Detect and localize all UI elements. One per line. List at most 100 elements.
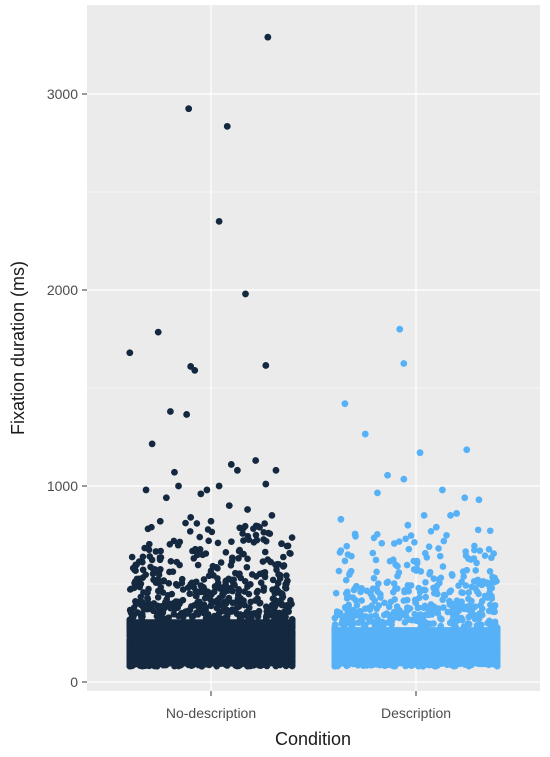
data-point: [400, 360, 408, 367]
data-point: [223, 662, 231, 669]
data-point: [261, 572, 269, 580]
data-point: [407, 532, 415, 539]
data-point: [373, 568, 380, 576]
data-point: [228, 538, 235, 545]
data-point: [261, 548, 269, 556]
data-point: [436, 552, 444, 560]
data-point: [148, 556, 156, 564]
data-point: [194, 551, 201, 559]
data-point: [214, 539, 222, 547]
data-point: [126, 630, 134, 638]
data-point: [154, 587, 162, 595]
data-point: [209, 562, 217, 570]
data-point: [202, 615, 210, 622]
data-point: [453, 510, 460, 517]
data-point: [383, 579, 391, 587]
data-point: [157, 565, 164, 573]
data-point: [343, 542, 351, 550]
data-point: [432, 523, 440, 531]
data-point: [484, 580, 492, 588]
data-point: [268, 512, 276, 519]
data-point: [239, 530, 246, 537]
data-point: [156, 517, 164, 525]
data-point: [188, 579, 196, 587]
data-point: [374, 616, 382, 623]
data-point: [186, 528, 194, 535]
data-point: [287, 550, 294, 557]
data-point: [466, 661, 474, 669]
data-point: [332, 589, 340, 597]
data-point: [463, 566, 471, 574]
data-point: [244, 555, 251, 563]
data-point: [381, 599, 388, 607]
data-point: [413, 559, 421, 567]
data-point: [186, 590, 194, 598]
x-axis-title: Condition: [275, 729, 351, 749]
data-point: [269, 576, 277, 584]
data-point: [443, 531, 450, 539]
data-point: [132, 600, 140, 608]
x-tick-label: Description: [381, 705, 451, 721]
data-point: [417, 611, 424, 618]
data-point: [385, 661, 393, 669]
data-point: [471, 542, 478, 550]
data-point: [354, 662, 362, 669]
data-point: [189, 661, 197, 669]
data-point: [331, 614, 339, 622]
data-point: [288, 629, 296, 636]
data-point: [261, 520, 268, 527]
data-point: [167, 408, 174, 415]
data-point: [244, 506, 251, 513]
data-point: [244, 583, 251, 591]
data-point: [235, 547, 243, 555]
data-point: [447, 512, 454, 519]
data-point: [375, 660, 382, 667]
data-point: [437, 622, 445, 630]
data-point: [465, 589, 473, 596]
data-point: [331, 650, 339, 658]
data-point: [422, 578, 429, 586]
data-point: [335, 660, 342, 667]
data-point: [422, 593, 430, 601]
data-point: [197, 490, 205, 498]
data-point: [235, 555, 242, 562]
data-point: [489, 660, 497, 668]
data-point: [134, 609, 142, 616]
data-point: [449, 616, 456, 624]
data-point: [420, 512, 428, 519]
dense-point-cluster: [129, 619, 293, 667]
data-point: [474, 526, 482, 534]
data-point: [203, 661, 211, 668]
data-point: [337, 515, 345, 523]
data-point: [460, 573, 467, 580]
grid-lines: [87, 5, 540, 691]
data-point: [273, 566, 280, 574]
data-point: [171, 605, 178, 613]
data-point: [260, 529, 268, 536]
data-point: [401, 619, 409, 626]
data-point: [253, 589, 261, 596]
data-point: [139, 553, 147, 561]
data-point: [237, 615, 245, 623]
data-point: [415, 662, 422, 670]
data-point: [465, 620, 473, 628]
data-point: [230, 576, 237, 584]
axis-ticks: 0 1000 2000 3000 No-description Description: [47, 86, 451, 721]
data-point: [242, 290, 249, 298]
data-point: [288, 635, 296, 643]
data-point: [481, 552, 489, 559]
data-point: [188, 603, 195, 610]
data-point: [224, 587, 231, 594]
data-point: [198, 583, 206, 591]
data-point: [427, 528, 435, 535]
data-point: [414, 604, 422, 612]
data-point: [158, 602, 165, 610]
data-point: [347, 567, 355, 575]
data-point: [472, 567, 479, 574]
data-point: [156, 554, 164, 561]
data-point: [153, 663, 161, 670]
data-point: [402, 535, 409, 543]
data-point: [435, 576, 443, 583]
data-point: [216, 594, 223, 602]
